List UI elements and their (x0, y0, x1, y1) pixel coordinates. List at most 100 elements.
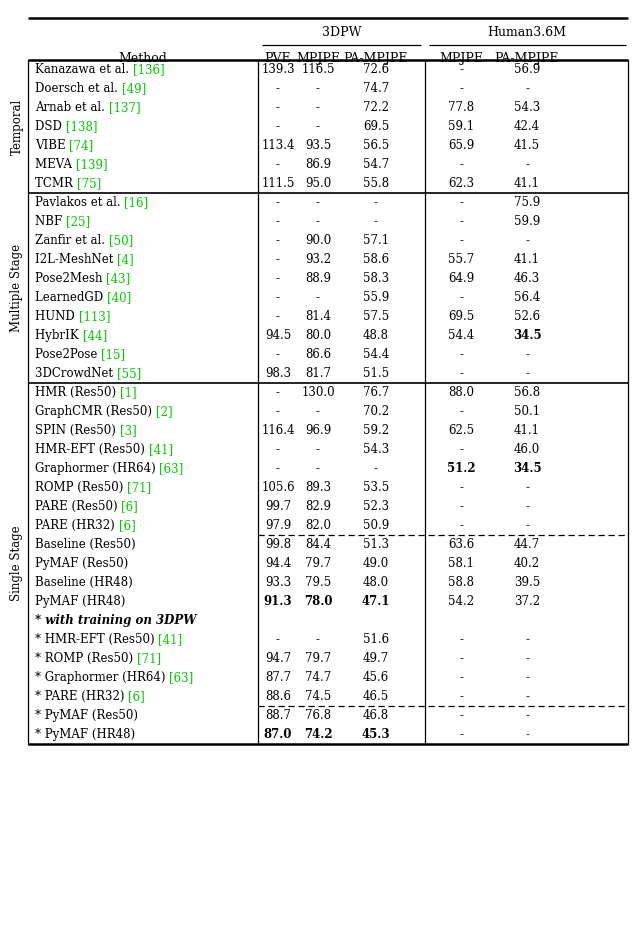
Text: [41]: [41] (158, 633, 182, 646)
Text: 41.1: 41.1 (514, 177, 540, 190)
Text: -: - (525, 158, 529, 171)
Text: -: - (525, 652, 529, 665)
Text: 41.1: 41.1 (514, 253, 540, 266)
Text: HMR-EFT (Res50): HMR-EFT (Res50) (35, 443, 148, 456)
Text: 57.5: 57.5 (363, 310, 389, 323)
Text: NBF: NBF (35, 215, 66, 228)
Text: PVE: PVE (265, 51, 291, 64)
Text: [6]: [6] (118, 519, 135, 532)
Text: TCMR: TCMR (35, 177, 77, 190)
Text: LearnedGD: LearnedGD (35, 291, 107, 304)
Text: -: - (459, 690, 463, 703)
Text: -: - (316, 462, 320, 475)
Text: [41]: [41] (148, 443, 173, 456)
Text: 34.5: 34.5 (513, 329, 541, 342)
Text: 82.9: 82.9 (305, 500, 331, 513)
Text: ROMP (Res50): ROMP (Res50) (35, 481, 127, 494)
Text: 81.7: 81.7 (305, 367, 331, 380)
Text: -: - (525, 690, 529, 703)
Text: 49.7: 49.7 (363, 652, 389, 665)
Text: 40.2: 40.2 (514, 557, 540, 570)
Text: 99.7: 99.7 (265, 500, 291, 513)
Text: 59.9: 59.9 (514, 215, 540, 228)
Text: Pose2Mesh: Pose2Mesh (35, 272, 106, 285)
Text: 86.6: 86.6 (305, 348, 331, 361)
Text: 53.5: 53.5 (363, 481, 389, 494)
Text: 79.7: 79.7 (305, 557, 331, 570)
Text: 58.6: 58.6 (363, 253, 389, 266)
Text: Multiple Stage: Multiple Stage (10, 244, 24, 332)
Text: 69.5: 69.5 (448, 310, 474, 323)
Text: 79.7: 79.7 (305, 652, 331, 665)
Text: 69.5: 69.5 (363, 120, 389, 133)
Text: 74.2: 74.2 (304, 728, 332, 741)
Text: 54.7: 54.7 (363, 158, 389, 171)
Text: 78.0: 78.0 (304, 595, 332, 608)
Text: [63]: [63] (159, 462, 184, 475)
Text: MEVA: MEVA (35, 158, 76, 171)
Text: 50.9: 50.9 (363, 519, 389, 532)
Text: [2]: [2] (156, 405, 172, 418)
Text: 91.3: 91.3 (264, 595, 292, 608)
Text: 76.8: 76.8 (305, 709, 331, 722)
Text: 111.5: 111.5 (261, 177, 294, 190)
Text: -: - (374, 215, 378, 228)
Text: -: - (276, 234, 280, 247)
Text: 113.4: 113.4 (261, 139, 295, 152)
Text: -: - (276, 310, 280, 323)
Text: 62.3: 62.3 (448, 177, 474, 190)
Text: MPJPE: MPJPE (296, 51, 340, 64)
Text: -: - (316, 101, 320, 114)
Text: SPIN (Res50): SPIN (Res50) (35, 424, 120, 437)
Text: 94.4: 94.4 (265, 557, 291, 570)
Text: Arnab et al.: Arnab et al. (35, 101, 109, 114)
Text: 55.9: 55.9 (363, 291, 389, 304)
Text: Kanazawa et al.: Kanazawa et al. (35, 63, 133, 76)
Text: 81.4: 81.4 (305, 310, 331, 323)
Text: 44.7: 44.7 (514, 538, 540, 551)
Text: -: - (374, 462, 378, 475)
Text: 56.4: 56.4 (514, 291, 540, 304)
Text: -: - (316, 443, 320, 456)
Text: Human3.6M: Human3.6M (487, 26, 566, 39)
Text: 72.6: 72.6 (363, 63, 389, 76)
Text: 59.2: 59.2 (363, 424, 389, 437)
Text: -: - (276, 405, 280, 418)
Text: -: - (459, 215, 463, 228)
Text: Pavlakos et al.: Pavlakos et al. (35, 196, 124, 209)
Text: * PyMAF (HR48): * PyMAF (HR48) (35, 728, 135, 741)
Text: -: - (459, 709, 463, 722)
Text: -: - (459, 158, 463, 171)
Text: 52.6: 52.6 (514, 310, 540, 323)
Text: 54.2: 54.2 (448, 595, 474, 608)
Text: * HMR-EFT (Res50): * HMR-EFT (Res50) (35, 633, 158, 646)
Text: 41.5: 41.5 (514, 139, 540, 152)
Text: 77.8: 77.8 (448, 101, 474, 114)
Text: 86.9: 86.9 (305, 158, 331, 171)
Text: 88.6: 88.6 (265, 690, 291, 703)
Text: -: - (525, 709, 529, 722)
Text: -: - (276, 291, 280, 304)
Text: -: - (525, 481, 529, 494)
Text: 74.7: 74.7 (363, 82, 389, 95)
Text: -: - (525, 500, 529, 513)
Text: 51.2: 51.2 (447, 462, 476, 475)
Text: [40]: [40] (107, 291, 131, 304)
Text: 56.5: 56.5 (363, 139, 389, 152)
Text: 87.7: 87.7 (265, 671, 291, 684)
Text: [15]: [15] (101, 348, 125, 361)
Text: -: - (525, 728, 529, 741)
Text: -: - (525, 367, 529, 380)
Text: Temporal: Temporal (10, 99, 24, 155)
Text: -: - (276, 633, 280, 646)
Text: 80.0: 80.0 (305, 329, 331, 342)
Text: Single Stage: Single Stage (10, 526, 24, 601)
Text: [74]: [74] (69, 139, 93, 152)
Text: -: - (316, 405, 320, 418)
Text: -: - (316, 291, 320, 304)
Text: 88.9: 88.9 (305, 272, 331, 285)
Text: -: - (459, 633, 463, 646)
Text: 54.3: 54.3 (514, 101, 540, 114)
Text: -: - (459, 728, 463, 741)
Text: * ROMP (Res50): * ROMP (Res50) (35, 652, 137, 665)
